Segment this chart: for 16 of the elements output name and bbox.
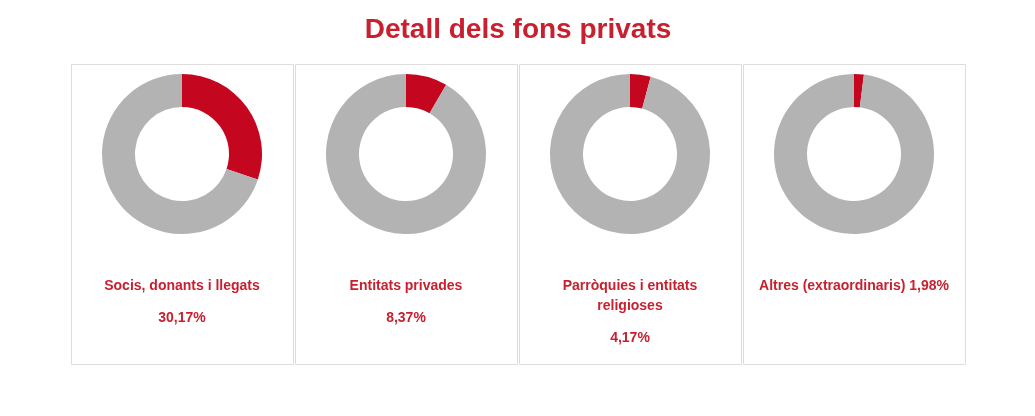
text: 8,37% [386, 309, 427, 325]
text: Parròquies i entitats religioses [562, 277, 698, 313]
donut-slice [326, 74, 486, 234]
donut-slice [854, 74, 864, 108]
text: 4,17% [610, 329, 651, 345]
donut-slice [182, 74, 262, 180]
donut-slice [102, 74, 258, 234]
text: Detall dels fons privats [364, 12, 672, 44]
donut-slice [406, 74, 447, 114]
donut-slice [774, 74, 934, 234]
text: 30,17% [158, 309, 207, 325]
donut-slice [550, 74, 710, 234]
text: Altres (extraordinaris) 1,98% [759, 277, 950, 293]
text: Entitats privades [349, 277, 463, 293]
donut-slice [630, 74, 651, 109]
text: Socis, donants i llegats [104, 277, 261, 293]
